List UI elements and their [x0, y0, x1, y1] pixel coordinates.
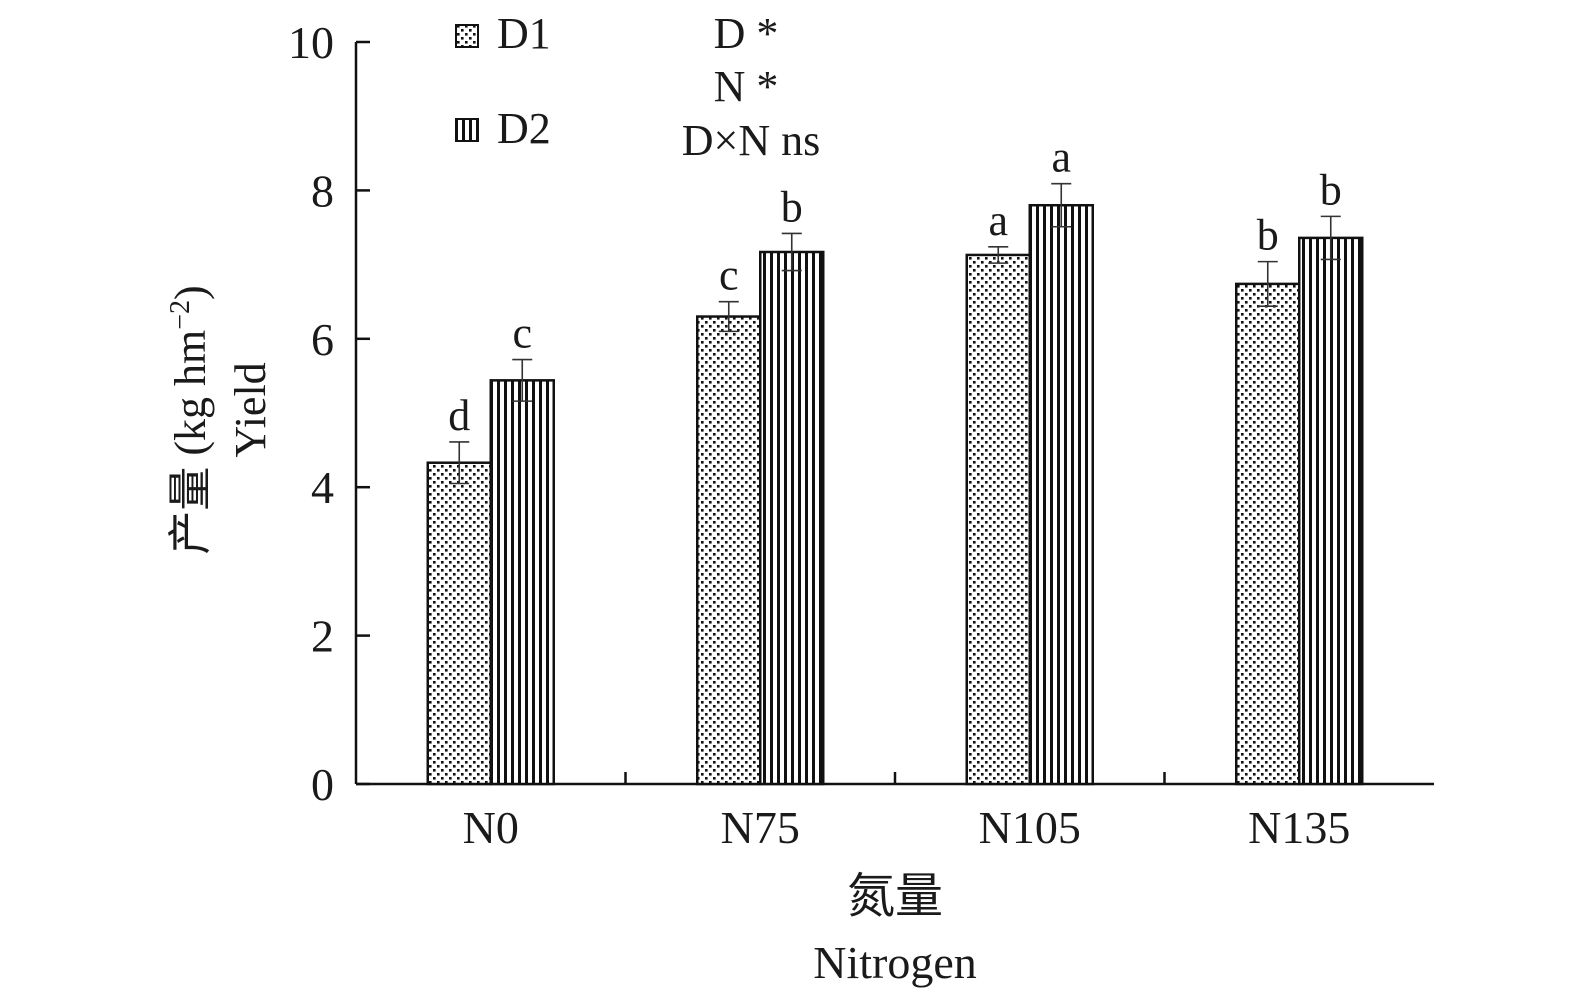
- y-axis-title: 产量 (kg hm−2): [165, 285, 215, 554]
- significance-letter: a: [988, 196, 1008, 245]
- significance-letter: c: [719, 251, 739, 300]
- x-axis-title-english: Nitrogen: [813, 937, 977, 988]
- significance-letter: b: [781, 182, 803, 231]
- y-tick-label: 6: [311, 314, 334, 365]
- legend-swatch-d1: [455, 24, 479, 48]
- x-tick-label: N135: [1248, 802, 1350, 853]
- y-tick-label: 8: [311, 165, 334, 216]
- bar-d2-n0: [489, 379, 555, 786]
- significance-letter: d: [448, 391, 470, 440]
- annotation-n: N *: [714, 62, 779, 111]
- annotation-interaction: D×N ns: [682, 116, 821, 165]
- x-tick-label: N75: [721, 802, 800, 853]
- y-tick-label: 0: [311, 759, 334, 810]
- y-ticks: 0 2 4 6 8 10: [288, 17, 370, 810]
- annotation-d: D *: [714, 9, 779, 58]
- y-tick-label: 4: [311, 462, 334, 513]
- legend-label-d1: D1: [497, 9, 551, 58]
- bar-d1-n135: [1235, 282, 1301, 786]
- significance-letter: b: [1257, 211, 1279, 260]
- significance-letter: c: [512, 309, 532, 358]
- y-tick-label: 2: [311, 611, 334, 662]
- legend-swatch-d2: [455, 118, 479, 142]
- bar-d2-n105: [1028, 203, 1094, 786]
- significance-letter: b: [1320, 165, 1342, 214]
- x-ticks: N0 N75 N105 N135: [463, 772, 1350, 853]
- x-tick-label: N105: [979, 802, 1081, 853]
- y-tick-label: 10: [288, 17, 334, 68]
- significance-letter: a: [1051, 133, 1071, 182]
- x-axis-title: 氮量: [847, 870, 943, 923]
- bar-d1-n105: [965, 253, 1031, 786]
- legend-label-d2: D2: [497, 104, 551, 153]
- legend: D1 D2: [455, 9, 551, 153]
- bar-d2-n75: [759, 250, 825, 786]
- significance-annotations: D * N * D×N ns: [682, 9, 821, 165]
- x-tick-label: N0: [463, 802, 519, 853]
- bar-d2-n135: [1298, 236, 1364, 786]
- bar-d1-n0: [426, 461, 492, 786]
- bar-d1-n75: [696, 315, 762, 786]
- y-axis-title-english: Yield: [226, 362, 275, 457]
